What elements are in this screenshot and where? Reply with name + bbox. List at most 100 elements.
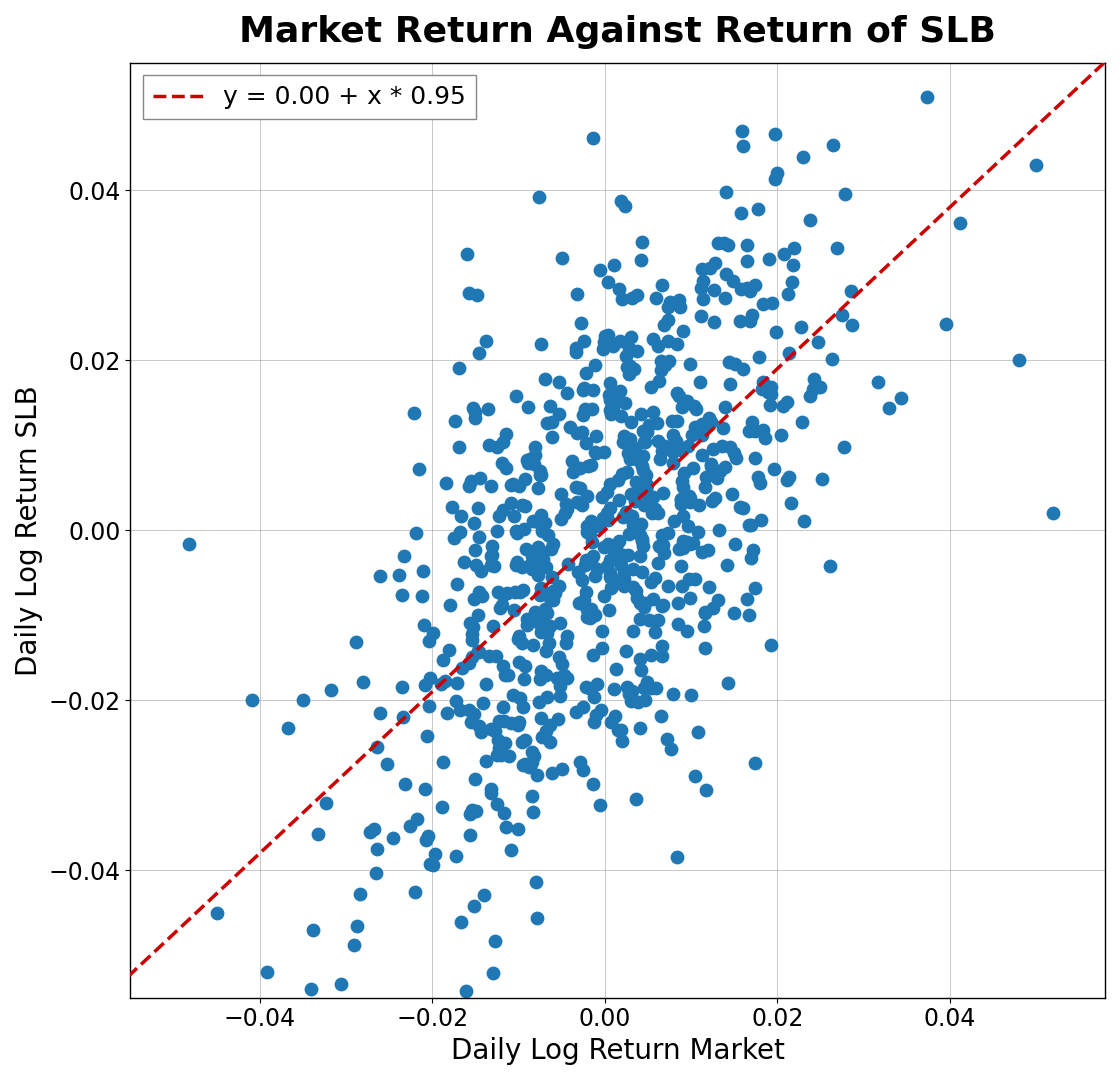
Point — [675, 464, 693, 482]
Point — [738, 237, 756, 254]
Point — [435, 753, 452, 770]
Point — [468, 286, 486, 303]
Point — [724, 272, 741, 289]
Point — [551, 677, 569, 694]
Point — [725, 23, 743, 40]
Point — [494, 657, 512, 674]
Point — [743, 516, 760, 534]
Point — [754, 374, 772, 391]
Point — [417, 781, 435, 798]
Point — [545, 584, 563, 602]
Point — [556, 504, 573, 522]
Point — [472, 469, 489, 486]
Point — [440, 642, 458, 659]
Point — [693, 272, 711, 289]
Point — [529, 538, 547, 555]
Point — [568, 424, 586, 442]
Point — [542, 733, 560, 751]
Point — [461, 472, 479, 489]
Point — [512, 584, 530, 602]
Point — [207, 904, 225, 921]
Point — [395, 548, 413, 565]
Point — [433, 651, 451, 669]
Point — [823, 351, 841, 368]
Point — [653, 527, 671, 544]
Point — [532, 612, 550, 630]
Point — [523, 804, 541, 821]
Point — [558, 384, 576, 402]
Point — [690, 497, 708, 514]
Point — [580, 608, 598, 625]
Point — [523, 753, 541, 770]
Point — [660, 578, 678, 595]
Point — [302, 980, 320, 997]
Point — [622, 692, 640, 710]
Point — [749, 469, 767, 486]
Point — [367, 865, 385, 882]
Point — [717, 266, 735, 283]
Point — [680, 487, 698, 504]
Point — [521, 450, 539, 468]
Point — [793, 319, 811, 336]
Point — [492, 746, 510, 764]
Point — [438, 474, 456, 491]
Title: Market Return Against Return of SLB: Market Return Against Return of SLB — [240, 15, 996, 49]
Point — [640, 611, 657, 629]
Point — [626, 492, 644, 510]
Point — [531, 467, 549, 484]
Point — [488, 438, 506, 456]
Point — [703, 460, 721, 477]
Point — [627, 582, 645, 599]
Point — [615, 508, 633, 525]
Point — [740, 312, 758, 329]
Point — [532, 580, 550, 597]
Point — [637, 481, 655, 498]
Point — [635, 598, 653, 616]
Point — [783, 273, 801, 291]
Point — [623, 511, 641, 528]
Point — [632, 405, 650, 422]
Point — [762, 636, 780, 653]
Point — [519, 610, 536, 627]
Point — [654, 596, 672, 613]
Point — [421, 855, 439, 873]
Point — [473, 588, 491, 605]
Point — [642, 379, 660, 396]
Point — [674, 322, 692, 339]
Point — [605, 387, 623, 404]
Point — [689, 524, 707, 541]
Point — [582, 512, 600, 529]
Point — [573, 497, 591, 514]
Point — [578, 524, 596, 541]
Point — [495, 805, 513, 822]
Point — [365, 820, 383, 837]
Point — [559, 556, 577, 573]
Point — [633, 564, 651, 581]
Point — [607, 660, 625, 677]
Point — [550, 648, 568, 665]
Point — [279, 719, 297, 737]
Point — [477, 753, 495, 770]
Point — [596, 327, 614, 345]
Point — [752, 511, 769, 528]
Point — [624, 623, 642, 640]
Point — [609, 721, 627, 739]
Point — [668, 432, 685, 449]
Point — [469, 499, 487, 516]
Point — [601, 564, 619, 581]
Point — [575, 381, 592, 399]
Point — [635, 433, 653, 450]
Point — [507, 556, 525, 573]
Point — [681, 355, 699, 373]
Point — [553, 760, 571, 778]
Point — [524, 513, 542, 530]
Point — [461, 714, 479, 731]
Point — [521, 556, 539, 573]
Point — [362, 824, 380, 841]
Point — [679, 437, 697, 455]
Point — [558, 670, 576, 687]
Point — [465, 590, 483, 607]
Point — [606, 707, 624, 725]
Point — [591, 261, 609, 279]
Point — [510, 653, 528, 671]
